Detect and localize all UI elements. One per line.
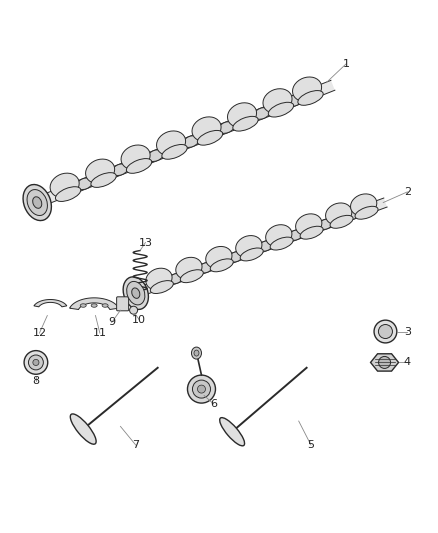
Ellipse shape [198, 263, 213, 273]
Ellipse shape [156, 131, 186, 155]
Text: 5: 5 [307, 440, 314, 450]
FancyBboxPatch shape [117, 297, 129, 311]
Text: 2: 2 [404, 187, 411, 197]
Ellipse shape [112, 164, 128, 175]
Ellipse shape [91, 304, 97, 307]
Ellipse shape [180, 270, 203, 282]
Ellipse shape [56, 187, 81, 201]
Ellipse shape [240, 248, 263, 261]
Polygon shape [134, 198, 387, 297]
Ellipse shape [198, 131, 223, 145]
Circle shape [187, 375, 215, 403]
Ellipse shape [50, 173, 79, 198]
Ellipse shape [146, 268, 172, 290]
Circle shape [33, 359, 39, 366]
Text: 10: 10 [132, 315, 146, 325]
Polygon shape [371, 354, 399, 371]
Ellipse shape [80, 304, 86, 307]
Circle shape [198, 385, 205, 393]
Ellipse shape [132, 288, 140, 298]
Circle shape [192, 380, 211, 398]
Text: 8: 8 [32, 376, 39, 386]
Ellipse shape [162, 144, 187, 159]
Ellipse shape [210, 259, 233, 272]
Ellipse shape [121, 145, 150, 169]
Ellipse shape [293, 77, 321, 101]
Ellipse shape [150, 280, 173, 294]
Ellipse shape [330, 215, 353, 228]
Ellipse shape [258, 241, 273, 251]
Ellipse shape [263, 88, 292, 113]
Ellipse shape [288, 230, 303, 240]
Ellipse shape [325, 203, 352, 225]
Ellipse shape [286, 95, 303, 107]
Ellipse shape [127, 159, 152, 173]
Ellipse shape [192, 117, 221, 141]
Ellipse shape [318, 219, 333, 230]
Ellipse shape [227, 103, 257, 127]
Circle shape [378, 325, 392, 338]
Ellipse shape [194, 350, 199, 356]
Circle shape [130, 306, 138, 314]
Ellipse shape [218, 122, 235, 133]
Circle shape [24, 351, 48, 374]
Ellipse shape [298, 91, 323, 106]
Ellipse shape [70, 414, 96, 444]
Ellipse shape [191, 347, 201, 359]
Text: 12: 12 [32, 328, 46, 338]
Ellipse shape [127, 281, 145, 305]
Ellipse shape [296, 214, 322, 236]
Polygon shape [35, 80, 335, 207]
Circle shape [374, 320, 397, 343]
Ellipse shape [233, 116, 258, 131]
Polygon shape [70, 298, 119, 310]
Text: 1: 1 [343, 59, 350, 69]
Ellipse shape [168, 273, 183, 284]
Text: 11: 11 [93, 328, 107, 338]
Text: 7: 7 [132, 440, 139, 450]
Ellipse shape [91, 173, 116, 188]
Ellipse shape [228, 252, 243, 262]
Text: 4: 4 [404, 358, 411, 367]
Circle shape [378, 357, 391, 368]
Ellipse shape [266, 225, 292, 247]
Ellipse shape [350, 194, 377, 216]
Ellipse shape [23, 184, 51, 221]
Ellipse shape [76, 178, 93, 190]
Text: 6: 6 [210, 399, 217, 409]
Ellipse shape [102, 304, 108, 307]
Polygon shape [34, 300, 67, 307]
Ellipse shape [33, 197, 42, 208]
Ellipse shape [346, 209, 360, 220]
Text: 3: 3 [404, 327, 411, 336]
Text: 9: 9 [108, 318, 115, 327]
Ellipse shape [85, 159, 115, 183]
Ellipse shape [268, 102, 293, 117]
Ellipse shape [147, 150, 164, 161]
Ellipse shape [355, 206, 378, 219]
Ellipse shape [206, 246, 232, 268]
Ellipse shape [176, 257, 202, 279]
Ellipse shape [254, 108, 270, 119]
Ellipse shape [220, 418, 244, 446]
Ellipse shape [123, 277, 148, 310]
Text: 13: 13 [138, 238, 152, 247]
Ellipse shape [27, 190, 47, 215]
Ellipse shape [270, 237, 293, 250]
Ellipse shape [236, 236, 262, 257]
Circle shape [28, 355, 43, 370]
Ellipse shape [300, 226, 323, 239]
Ellipse shape [183, 136, 199, 148]
